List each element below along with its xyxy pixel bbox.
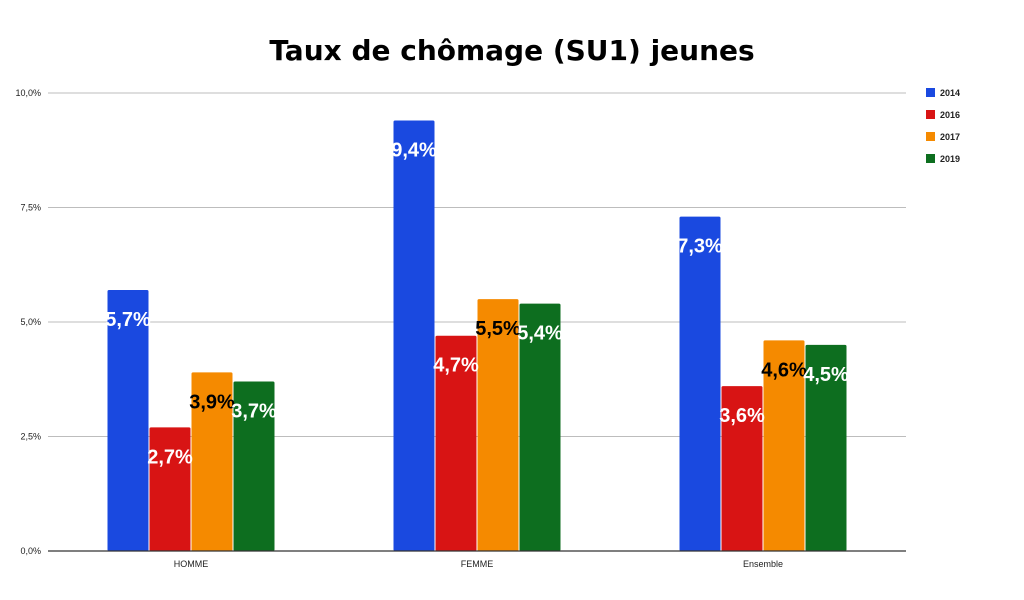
legend-swatch-2016 — [926, 110, 935, 119]
data-labels: 5,7% 2,7% 3,9%3,7% 9,4% 4,7% 5,5%5,4% 7,3% 3,6%… — [105, 139, 849, 468]
bar-ensemble-2014 — [679, 216, 721, 551]
data-label-ensemble-2016: 3,6% — [719, 405, 765, 427]
data-label-homme-2014: 5,7% — [105, 309, 151, 331]
data-label-homme-2019: 3,7% — [231, 401, 277, 423]
bar-homme-2017 — [191, 372, 233, 551]
bars — [107, 120, 847, 551]
y-axis-ticks: 0,0% 2,5% 5,0% 7,5% 10,0% — [15, 88, 41, 556]
x-category-label: Ensemble — [743, 559, 783, 569]
bar-homme-2019 — [233, 381, 275, 551]
y-tick-label: 10,0% — [15, 88, 41, 98]
legend-label-2014: 2014 — [940, 88, 960, 98]
bar-femme-2019 — [519, 303, 561, 551]
bar-ensemble-2017 — [763, 340, 805, 551]
data-label-ensemble-2019: 4,5% — [803, 364, 849, 386]
bar-femme-2016 — [435, 335, 477, 551]
y-tick-label: 0,0% — [20, 546, 41, 556]
x-axis-categories: HOMME FEMME Ensemble — [174, 559, 783, 569]
x-category-label: HOMME — [174, 559, 209, 569]
data-label-homme-2016: 2,7% — [147, 446, 193, 468]
y-tick-label: 2,5% — [20, 432, 41, 442]
data-label-femme-2017: 5,5% — [475, 318, 521, 340]
bar-femme-2014 — [393, 120, 435, 551]
legend-swatch-2019 — [926, 154, 935, 163]
data-label-homme-2017: 3,9% — [189, 391, 235, 413]
bar-homme-2014 — [107, 289, 149, 551]
y-tick-label: 7,5% — [20, 203, 41, 213]
legend: 2014 2016 2017 2019 — [926, 88, 960, 164]
legend-label-2016: 2016 — [940, 110, 960, 120]
data-label-ensemble-2017: 4,6% — [761, 359, 807, 381]
x-category-label: FEMME — [461, 559, 494, 569]
bar-ensemble-2016 — [721, 386, 763, 551]
data-label-femme-2014: 9,4% — [391, 139, 437, 161]
bar-homme-2016 — [149, 427, 191, 551]
legend-swatch-2014 — [926, 88, 935, 97]
data-label-femme-2019: 5,4% — [517, 323, 563, 345]
legend-label-2019: 2019 — [940, 154, 960, 164]
gridlines — [48, 92, 906, 437]
data-label-ensemble-2014: 7,3% — [677, 236, 723, 258]
chart-title: Taux de chômage (SU1) jeunes — [269, 34, 754, 67]
y-tick-label: 5,0% — [20, 317, 41, 327]
bar-ensemble-2019 — [805, 344, 847, 551]
bar-femme-2017 — [477, 299, 519, 551]
data-label-femme-2016: 4,7% — [433, 355, 479, 377]
legend-label-2017: 2017 — [940, 132, 960, 142]
legend-swatch-2017 — [926, 132, 935, 141]
